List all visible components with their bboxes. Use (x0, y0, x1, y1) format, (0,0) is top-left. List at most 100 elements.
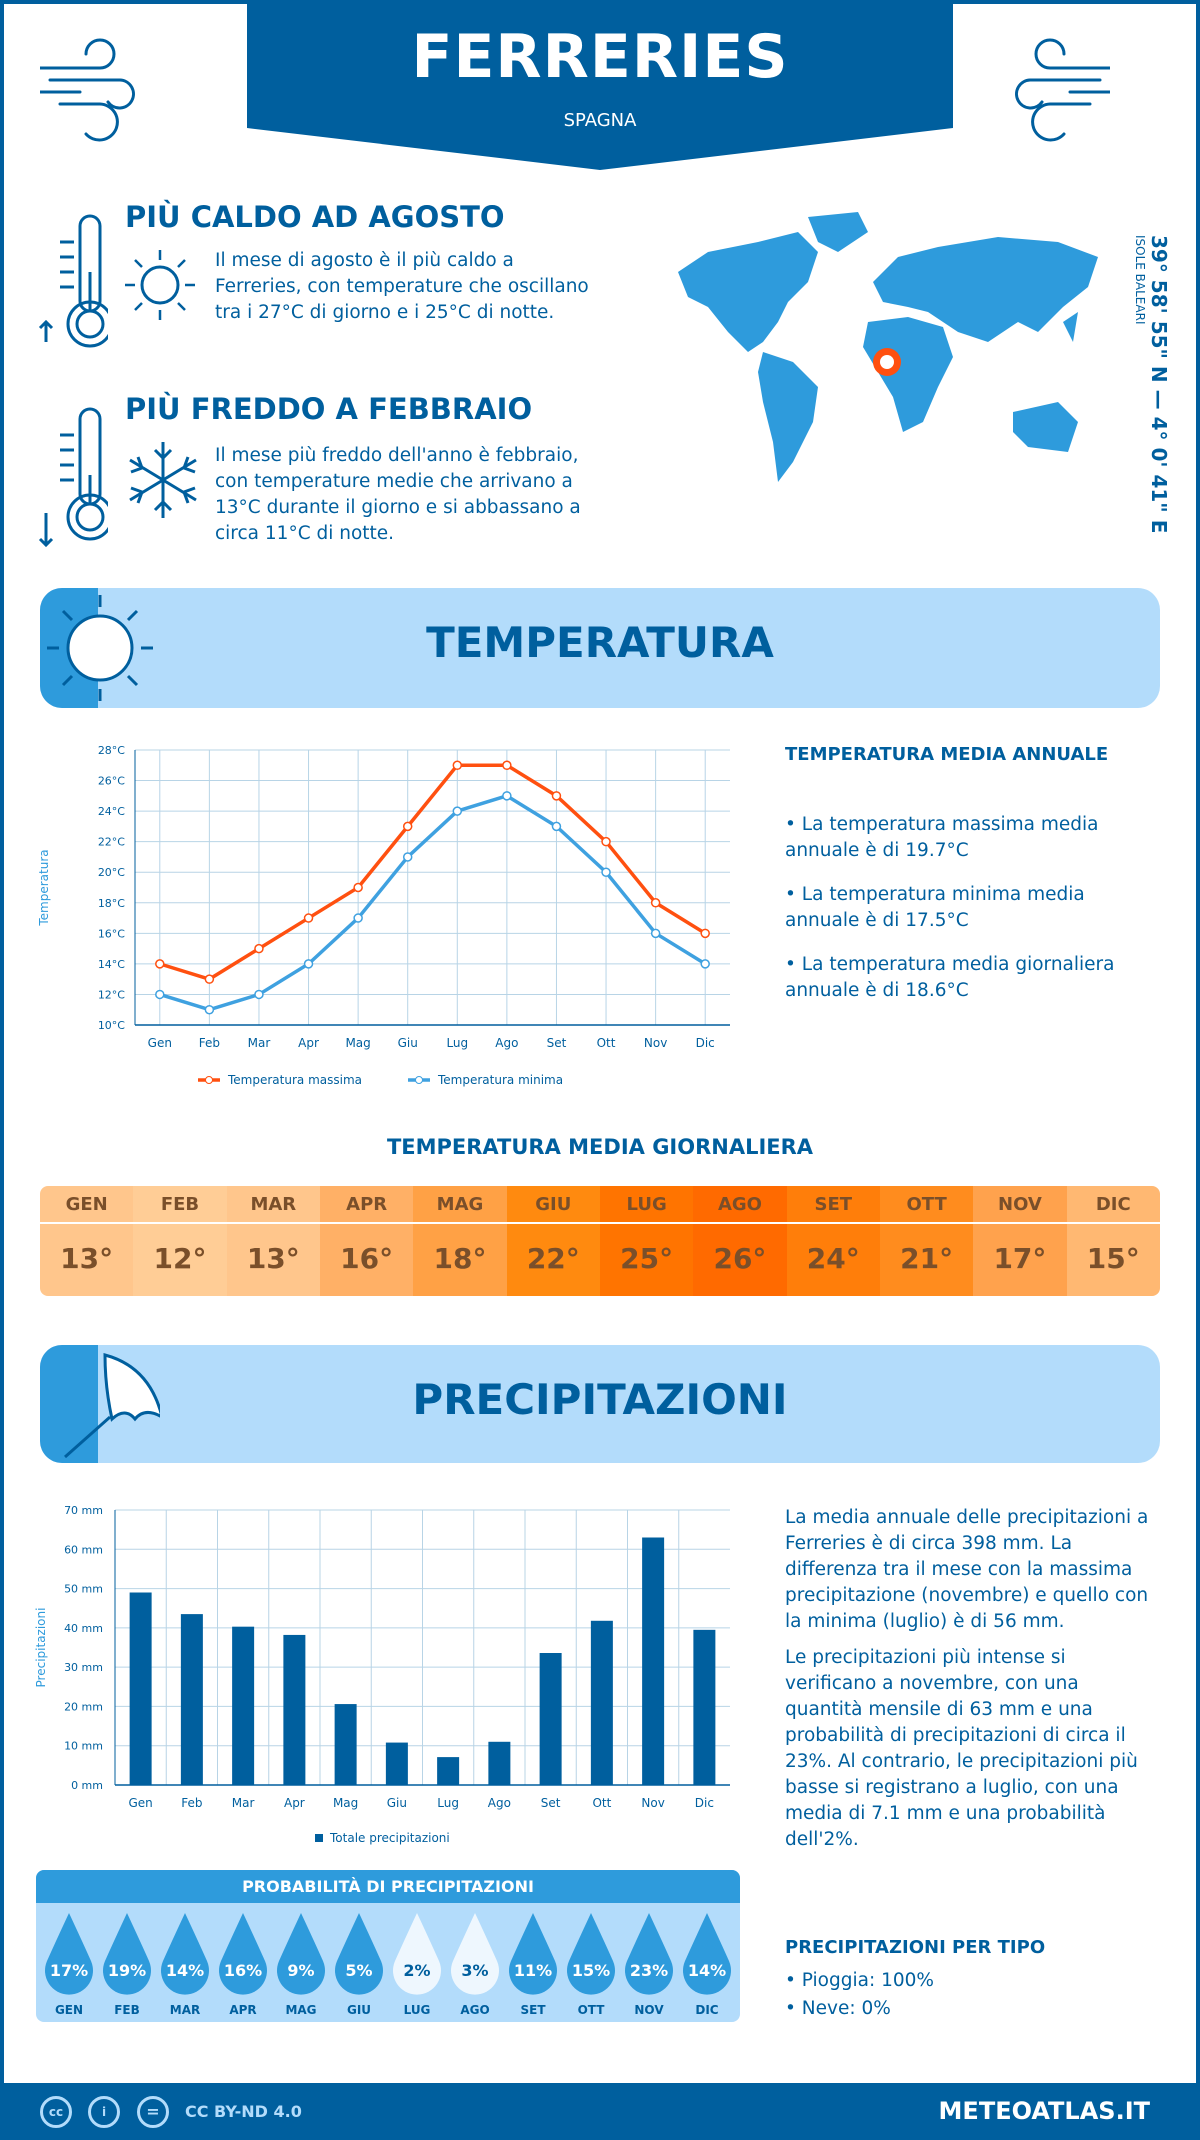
probability-value: 9% (287, 1961, 315, 1980)
probability-drop: 11% SET (504, 1911, 562, 2021)
data-point (303, 959, 314, 969)
probability-drop: 2% LUG (388, 1911, 446, 2021)
probability-drop: 17% GEN (40, 1911, 98, 2021)
temperature-chart: 10°C 12°C 14°C 16°C 18°C 20°C 22°C 24°C 26°C 28°C… (37, 744, 730, 1087)
brand-link[interactable]: METEOATLAS.IT (938, 2097, 1150, 2125)
raindrop-icon (567, 1913, 615, 1995)
raindrop-icon (103, 1913, 151, 1995)
probability-month: AGO (460, 2003, 490, 2017)
y-tick-label: 28°C (98, 744, 125, 757)
sun-large-icon (47, 595, 153, 701)
data-point (700, 928, 710, 939)
probability-value: 3% (461, 1961, 489, 1980)
region-label: ISOLE BALEARI (1133, 235, 1147, 325)
daily-value: 18° (433, 1242, 487, 1275)
cc-icon: cc (40, 2096, 72, 2128)
probability-month: LUG (403, 2003, 431, 2017)
y-tick-label: 0 mm (71, 1779, 103, 1792)
x-tick-label: Ott (597, 1036, 616, 1050)
precip-bar (232, 1626, 255, 1785)
x-tick-label: Lug (437, 1796, 459, 1810)
probability-value: 15% (571, 1961, 611, 1980)
y-tick-label: 18°C (98, 897, 125, 910)
data-point (601, 867, 611, 877)
daily-temp-cell: MAR 13° (226, 1186, 320, 1296)
precip-detail: Le precipitazioni più intense si verific… (785, 1647, 1138, 1850)
daily-value: 13° (246, 1242, 300, 1275)
data-point (502, 760, 512, 771)
legend-label: Totale precipitazioni (329, 1831, 450, 1845)
legend-label: Temperatura minima (437, 1073, 563, 1087)
header-banner (247, 0, 953, 170)
probability-value: 23% (629, 1961, 669, 1980)
precip-type-title: PRECIPITAZIONI PER TIPO (785, 1937, 1046, 1958)
y-tick-label: 10 mm (64, 1740, 103, 1753)
wind-icon-right (1015, 38, 1110, 142)
probability-month: SET (520, 2003, 546, 2017)
daily-month: NOV (973, 1186, 1067, 1224)
daily-month: LUG (599, 1186, 694, 1224)
daily-value: 17° (993, 1242, 1047, 1275)
y-tick-label: 60 mm (64, 1543, 103, 1556)
precip-bar (283, 1634, 306, 1785)
raindrop-icon (161, 1913, 209, 1995)
raindrop-icon (509, 1913, 557, 1995)
raindrop-icon (335, 1913, 383, 1995)
footer: cc i = CC BY-ND 4.0 METEOATLAS.IT (0, 2083, 1200, 2140)
no-derivatives-icon: = (137, 2096, 169, 2128)
legend-marker (205, 1076, 213, 1084)
probability-value: 14% (687, 1961, 727, 1980)
daily-month: FEB (133, 1186, 227, 1224)
probability-drop: 16% APR (214, 1911, 272, 2021)
x-tick-label: Feb (181, 1796, 202, 1810)
precip-bar (539, 1653, 562, 1785)
x-tick-label: Giu (387, 1796, 407, 1810)
data-point (155, 959, 165, 969)
precip-bar (334, 1704, 357, 1785)
y-tick-label: 30 mm (64, 1661, 103, 1674)
y-tick-label: 26°C (98, 775, 125, 788)
daily-temp-cell: AGO 26° (693, 1186, 787, 1296)
precip-type-snow: • Neve: 0% (785, 1998, 891, 2019)
daily-value: 21° (900, 1242, 954, 1275)
probability-month: GEN (54, 2003, 84, 2017)
cold-text: Il mese più freddo dell'anno è febbraio,… (215, 445, 581, 544)
data-point (353, 882, 363, 893)
probability-drop: 14% DIC (678, 1911, 736, 2021)
data-point (452, 806, 463, 816)
daily-month: AGO (693, 1186, 787, 1224)
daily-month: APR (319, 1186, 414, 1224)
daily-value: 13° (60, 1242, 114, 1275)
data-point (353, 913, 363, 923)
daily-month: OTT (879, 1186, 974, 1224)
precip-section-header: PRECIPITAZIONI (40, 1345, 1160, 1463)
daily-month: MAG (413, 1186, 507, 1224)
probability-month: APR (229, 2003, 257, 2017)
precip-bar (488, 1741, 511, 1785)
raindrop-icon (625, 1913, 673, 1995)
thermometer-cold-icon (38, 407, 108, 548)
umbrella-icon (64, 1353, 160, 1459)
daily-value: 16° (340, 1242, 394, 1275)
cold-title: PIÙ FREDDO A FEBBRAIO (125, 392, 533, 426)
x-tick-label: Set (547, 1036, 567, 1050)
hot-text: Il mese di agosto è il più caldo a Ferre… (215, 250, 589, 323)
x-tick-label: Apr (298, 1036, 319, 1050)
daily-temp-title: TEMPERATURA MEDIA GIORNALIERA (386, 1135, 814, 1159)
daily-temp-cell: LUG 25° (599, 1186, 694, 1296)
series-line (159, 793, 707, 1012)
legend-marker (415, 1076, 423, 1084)
daily-month: DIC (1066, 1186, 1160, 1224)
thermometer-hot-icon (38, 214, 108, 348)
license-link[interactable]: CC BY-ND 4.0 (185, 2102, 302, 2121)
x-tick-label: Lug (446, 1036, 468, 1050)
probability-drop: 14% MAR (156, 1911, 214, 2021)
x-tick-label: Ago (488, 1796, 511, 1810)
probability-value: 2% (403, 1961, 431, 1980)
probability-month: OTT (577, 2003, 605, 2017)
precip-type-rain: • Pioggia: 100% (785, 1970, 934, 1991)
precip-bar (642, 1537, 665, 1785)
probability-drop: 9% MAG (272, 1911, 330, 2021)
x-tick-label: Ott (592, 1796, 611, 1810)
x-tick-label: Mar (248, 1036, 271, 1050)
